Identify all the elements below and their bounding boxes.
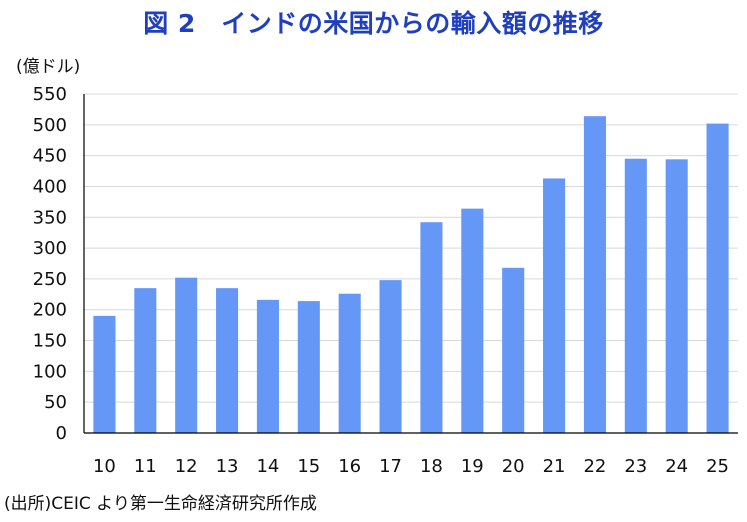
y-tick-label: 100 (33, 361, 67, 382)
x-tick-label: 20 (502, 456, 525, 477)
chart-title: 図 2 インドの米国からの輸入額の推移 (143, 9, 604, 38)
y-tick-label: 200 (33, 300, 67, 321)
bar-16 (338, 293, 361, 433)
x-tick-label: 10 (93, 456, 116, 477)
bar-19 (461, 208, 484, 433)
y-tick-label: 350 (33, 207, 67, 228)
y-tick-label: 500 (33, 115, 67, 136)
bar-10 (93, 315, 116, 433)
x-tick-label: 15 (297, 456, 320, 477)
bar-15 (297, 301, 320, 433)
x-tick-label: 13 (216, 456, 239, 477)
x-tick-label: 22 (583, 456, 606, 477)
y-axis-title: (億ドル) (16, 57, 80, 77)
y-tick-label: 250 (33, 269, 67, 290)
y-tick-label: 150 (33, 331, 67, 352)
bar-18 (420, 222, 443, 433)
x-tick-label: 16 (338, 456, 361, 477)
source-note: (出所)CEIC より第一生命経済研究所作成 (4, 494, 317, 514)
y-tick-label: 400 (33, 176, 67, 197)
bar-24 (665, 159, 688, 434)
bar-12 (175, 277, 198, 433)
x-tick-label: 25 (706, 456, 729, 477)
x-tick-label: 21 (543, 456, 566, 477)
y-tick-label: 450 (33, 146, 67, 167)
bar-13 (216, 288, 239, 433)
x-tick-label: 11 (134, 456, 157, 477)
bar-22 (583, 116, 606, 434)
bar-23 (624, 158, 647, 433)
bar-20 (502, 267, 525, 433)
x-tick-label: 23 (624, 456, 647, 477)
axes (83, 94, 738, 434)
x-tick-label: 17 (379, 456, 402, 477)
y-tick-label: 550 (33, 84, 67, 105)
y-tick-label: 0 (56, 423, 67, 444)
y-tick-label: 50 (44, 392, 67, 413)
bar-11 (134, 288, 157, 433)
bars (93, 116, 729, 434)
y-tick-labels: 0 50 100 150 200 250 300 350 400 450 500 550 (33, 84, 67, 444)
x-tick-label: 24 (665, 456, 688, 477)
x-tick-labels: 10 11 12 13 14 15 16 17 18 19 20 21 22 23 24 25 (93, 456, 729, 477)
x-tick-label: 18 (420, 456, 443, 477)
bar-21 (543, 178, 566, 433)
y-tick-label: 300 (33, 238, 67, 259)
x-tick-label: 14 (256, 456, 279, 477)
bar-14 (256, 299, 279, 433)
bar-17 (379, 280, 402, 433)
x-tick-label: 12 (175, 456, 198, 477)
x-tick-label: 19 (461, 456, 484, 477)
bar-25 (706, 123, 729, 434)
